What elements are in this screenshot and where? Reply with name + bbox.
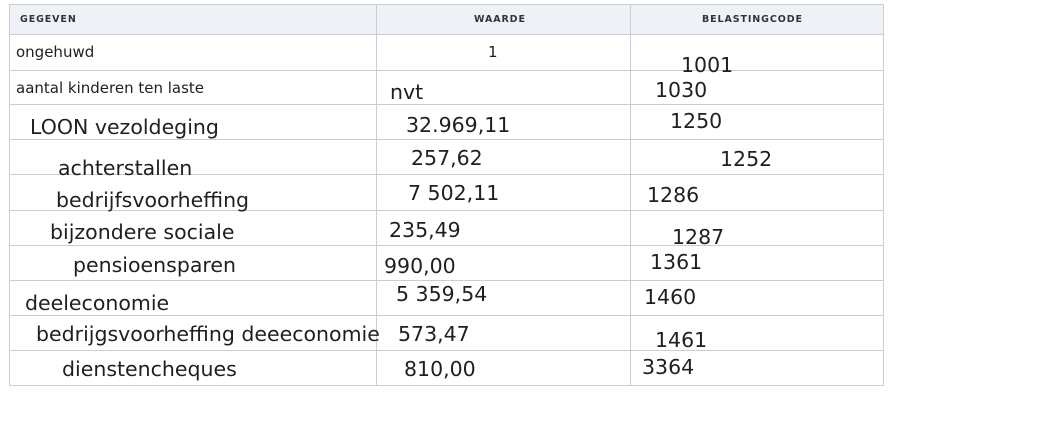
header-waarde: WAARDE — [474, 14, 526, 25]
row-divider — [10, 104, 883, 105]
table-header-row — [10, 5, 883, 34]
row-gegeven: aantal kinderen ten laste — [16, 79, 205, 97]
row-belastingcode: 3364 — [642, 355, 695, 379]
column-divider — [376, 5, 377, 385]
row-waarde: 1 — [488, 43, 498, 61]
row-divider — [10, 350, 883, 351]
row-belastingcode: 1361 — [650, 250, 703, 274]
row-divider — [10, 280, 883, 281]
row-divider — [10, 210, 883, 211]
header-gegeven: GEGEVEN — [20, 14, 77, 25]
row-waarde: 235,49 — [389, 218, 461, 242]
row-gegeven: LOON vezoldeging — [30, 115, 219, 139]
row-waarde: 810,00 — [404, 357, 476, 381]
row-divider — [10, 174, 883, 175]
row-gegeven: bedrijfsvoorheffing — [56, 188, 250, 212]
row-belastingcode: 1250 — [670, 109, 723, 133]
row-belastingcode: 1287 — [672, 225, 725, 249]
row-belastingcode: 1001 — [681, 53, 734, 77]
row-waarde: 990,00 — [384, 254, 456, 278]
row-waarde: 7 502,11 — [408, 181, 500, 205]
tax-data-table: GEGEVEN WAARDE BELASTINGCODE ongehuwd 1 … — [9, 4, 884, 386]
column-divider — [630, 5, 631, 385]
row-waarde: 5 359,54 — [396, 282, 488, 306]
row-divider — [10, 245, 883, 246]
header-belastingcode: BELASTINGCODE — [702, 14, 803, 25]
row-gegeven: achterstallen — [58, 156, 193, 180]
row-waarde: nvt — [390, 80, 424, 104]
row-belastingcode: 1460 — [644, 285, 697, 309]
row-gegeven: deeleconomie — [25, 291, 170, 315]
row-waarde: 32.969,11 — [406, 113, 511, 137]
row-gegeven: bedrijgsvoorheffing deeeconomie — [36, 322, 380, 346]
row-gegeven: pensioensparen — [73, 253, 236, 277]
row-gegeven: ongehuwd — [16, 43, 95, 61]
row-gegeven: bijzondere sociale — [50, 220, 235, 244]
row-divider — [10, 34, 883, 35]
row-divider — [10, 70, 883, 71]
row-waarde: 573,47 — [398, 322, 470, 346]
row-divider — [10, 139, 883, 140]
row-belastingcode: 1252 — [720, 147, 773, 171]
row-belastingcode: 1286 — [647, 183, 700, 207]
row-divider — [10, 315, 883, 316]
row-waarde: 257,62 — [411, 146, 483, 170]
row-belastingcode: 1461 — [655, 328, 708, 352]
row-belastingcode: 1030 — [655, 78, 708, 102]
row-gegeven: dienstencheques — [62, 357, 237, 381]
